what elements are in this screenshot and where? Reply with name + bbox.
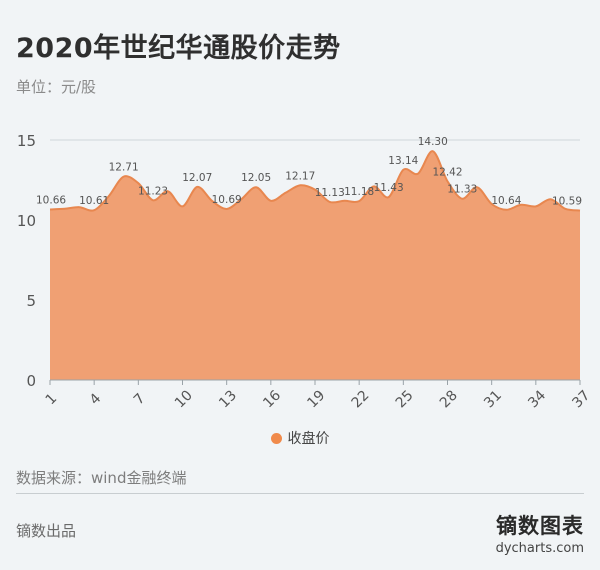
data-label: 12.17 (285, 170, 315, 182)
x-tick-label: 16 (260, 387, 284, 411)
x-tick-label: 22 (349, 387, 373, 411)
series-area (50, 151, 580, 380)
data-label: 10.69 (212, 194, 242, 206)
x-tick-label: 34 (525, 387, 549, 411)
data-label: 13.14 (388, 155, 418, 167)
x-tick-label: 19 (304, 387, 328, 411)
x-tick-label: 31 (481, 387, 505, 411)
data-label: 10.61 (79, 195, 109, 207)
brand-logo-url: dycharts.com (495, 541, 584, 556)
data-label: 12.71 (109, 162, 139, 174)
x-tick-label: 4 (87, 391, 105, 409)
data-label: 12.05 (241, 172, 271, 184)
series-line (49, 150, 581, 212)
data-label: 12.07 (182, 172, 212, 184)
data-label: 11.13 (315, 187, 345, 199)
x-tick-label: 37 (569, 387, 593, 411)
data-label: 10.66 (36, 194, 66, 206)
y-tick-label: 0 (26, 372, 36, 390)
unit-label: 单位：元/股 (16, 78, 97, 96)
chart-legend[interactable]: 收盘价 (0, 428, 600, 448)
x-tick-label: 25 (393, 387, 417, 411)
brand-logo-name: 镝数图表 (496, 513, 584, 538)
data-label: 14.30 (418, 136, 448, 148)
x-tick-label: 7 (131, 391, 149, 409)
legend-label: 收盘价 (287, 431, 330, 447)
legend-swatch (270, 433, 282, 444)
y-tick-label: 5 (26, 292, 36, 310)
x-tick-label: 28 (437, 387, 461, 411)
data-label: 12.42 (432, 166, 462, 178)
x-tick-label: 1 (43, 391, 61, 409)
chart-title: 2020年世纪华通股价走势 (16, 33, 341, 64)
data-label: 11.18 (344, 186, 374, 198)
data-source: 数据来源：wind金融终端 (16, 469, 187, 487)
data-label: 10.64 (491, 195, 521, 207)
x-tick-label: 10 (172, 387, 196, 411)
data-label: 11.43 (374, 182, 404, 194)
y-tick-label: 10 (17, 212, 36, 230)
footer-divider (16, 493, 584, 494)
y-tick-label: 15 (17, 132, 36, 150)
publisher-label: 镝数出品 (16, 522, 77, 540)
x-tick-label: 13 (216, 387, 240, 411)
data-label: 11.23 (138, 185, 168, 197)
data-label: 11.33 (447, 184, 477, 196)
area-chart: 0 5 10 15 1 4 7 10 13 16 19 22 25 28 31 34 37 10.66 10.61 1… (17, 132, 593, 411)
data-label: 10.59 (552, 196, 582, 208)
brand-logo[interactable]: 镝数图表 dycharts.com (496, 510, 584, 556)
